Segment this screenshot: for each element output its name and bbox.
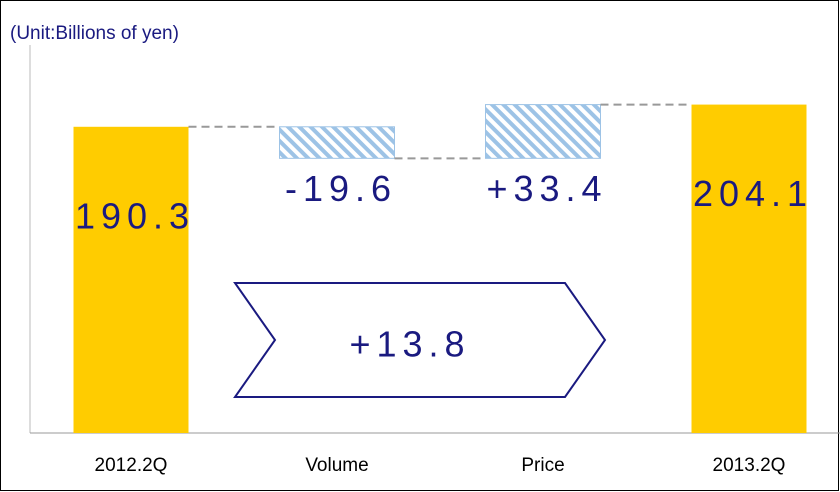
total-change-label: +13.8 xyxy=(349,324,470,365)
value-label: 204.1 xyxy=(693,173,813,214)
chevron xyxy=(233,282,607,398)
x-tick-label: Volume xyxy=(305,455,368,476)
unit-note: (Unit:Billions of yen) xyxy=(10,23,179,44)
x-tick-label: 2012.2Q xyxy=(95,455,168,476)
change-bar xyxy=(279,126,395,159)
x-tick-label: 2013.2Q xyxy=(713,455,786,476)
total-bar xyxy=(73,126,189,433)
value-label: -19.6 xyxy=(285,168,397,209)
x-tick-label: Price xyxy=(521,455,564,476)
value-label: 190.3 xyxy=(75,195,195,236)
total-bar xyxy=(691,104,807,434)
change-bar xyxy=(485,104,601,159)
value-label: +33.4 xyxy=(486,168,607,209)
